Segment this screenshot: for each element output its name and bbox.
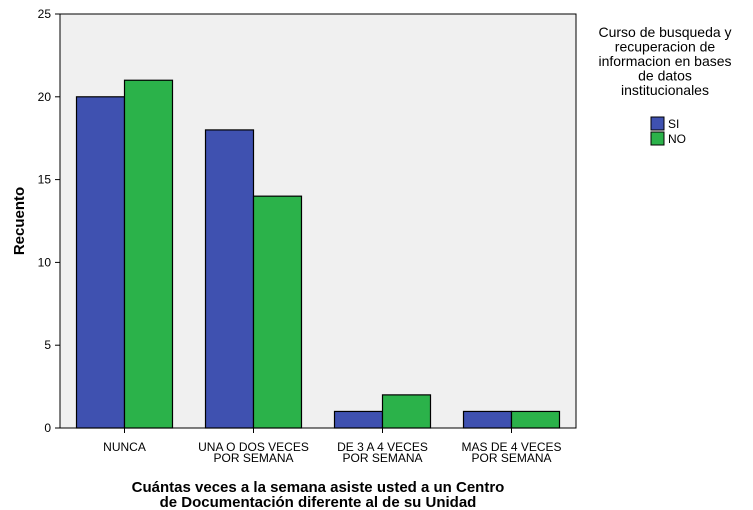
x-tick-label: POR SEMANA	[213, 451, 293, 465]
legend-swatch-no	[650, 131, 665, 146]
bar-si-3	[462, 410, 513, 429]
y-axis: 0 5 10 15 20 25	[38, 7, 60, 435]
y-tick-label: 20	[38, 90, 52, 104]
x-tick-label: DE 3 A 4 VECES	[337, 440, 428, 454]
y-tick-label: 10	[38, 255, 52, 269]
legend-label-no: NO	[668, 132, 686, 146]
y-tick-label: 25	[38, 7, 52, 21]
x-tick-label: POR SEMANA	[471, 451, 551, 465]
legend-title-line: de datos	[638, 68, 692, 84]
bar-no-1	[252, 195, 303, 429]
x-axis-title-line: Cuántas veces a la semana asiste usted a…	[132, 479, 505, 496]
x-tick-label: NUNCA	[103, 440, 146, 454]
bar-no-0	[123, 79, 174, 429]
bar-si-0	[75, 96, 126, 429]
legend-title-line: informacion en bases	[598, 53, 731, 69]
y-tick-label: 5	[44, 338, 51, 352]
y-axis-title: Recuento	[11, 187, 28, 255]
legend-title-line: institucionales	[621, 82, 709, 98]
legend-title-line: recuperacion de	[615, 39, 716, 55]
bar-no-2	[381, 394, 432, 429]
y-tick-label: 0	[44, 421, 51, 435]
legend-title-line: Curso de busqueda y	[598, 24, 731, 40]
bar-si-2	[333, 410, 384, 429]
x-tick-label: POR SEMANA	[342, 451, 422, 465]
x-tick-label: MAS DE 4 VECES	[461, 440, 561, 454]
bars	[75, 79, 561, 429]
bar-no-3	[510, 410, 561, 429]
y-tick-label: 15	[38, 173, 52, 187]
legend-swatch-si	[650, 116, 665, 131]
bar-si-1	[204, 129, 255, 429]
x-axis-title-line: de Documentación diferente al de su Unid…	[160, 494, 477, 510]
legend-label-si: SI	[668, 117, 679, 131]
x-tick-label: UNA O DOS VECES	[198, 440, 309, 454]
x-axis-title: Cuántas veces a la semana asiste usted a…	[132, 479, 505, 510]
